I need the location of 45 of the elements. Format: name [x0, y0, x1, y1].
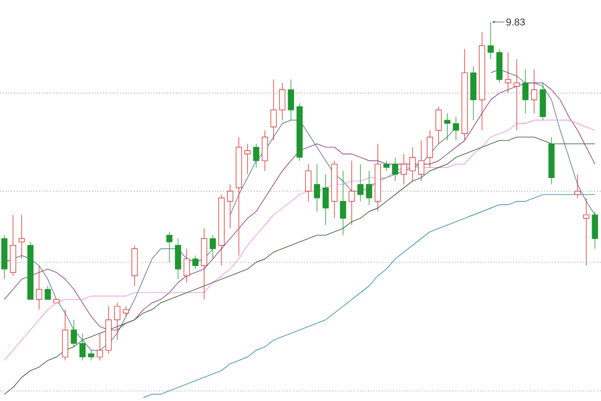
candlestick [357, 164, 364, 202]
candlestick [279, 82, 286, 120]
candlestick [36, 265, 42, 310]
annotation: 9.83 [506, 18, 525, 26]
candlestick [418, 140, 424, 182]
candlestick [574, 174, 581, 198]
candlestick [44, 286, 51, 300]
candlestick [409, 146, 416, 182]
candlestick [18, 214, 25, 260]
candlestick [400, 154, 407, 185]
candlestick [79, 333, 86, 361]
candlestick [452, 116, 460, 141]
candlestick [583, 198, 590, 266]
candlestick [444, 113, 450, 141]
candlestick [426, 130, 433, 168]
candlestick [244, 144, 251, 175]
candlestick [96, 333, 103, 361]
candlestick [270, 79, 277, 141]
candlestick [340, 170, 346, 236]
candlestick [262, 130, 268, 172]
candlestick [192, 255, 198, 270]
candlestick [184, 248, 190, 283]
candlestick [348, 160, 355, 226]
candlestick [322, 174, 329, 226]
candlestick [227, 184, 234, 229]
candlestick [122, 306, 130, 317]
candlestick [253, 144, 260, 168]
candlestick [531, 69, 538, 114]
candlestick [592, 211, 598, 250]
candlestick [114, 302, 120, 340]
candlestick [383, 160, 390, 172]
candlestick [70, 319, 77, 348]
candlestick [166, 232, 172, 263]
candlestick [436, 106, 442, 144]
candlestick [522, 69, 529, 114]
candlestick [174, 238, 182, 280]
candlestick [504, 52, 512, 94]
candlestick [288, 79, 294, 120]
candlestick [88, 350, 94, 361]
candlestick [305, 164, 312, 202]
candlestick [514, 58, 520, 131]
candlestick [210, 234, 216, 260]
candlestick [392, 157, 398, 182]
candlestick [366, 170, 372, 206]
candlestick [314, 164, 320, 212]
